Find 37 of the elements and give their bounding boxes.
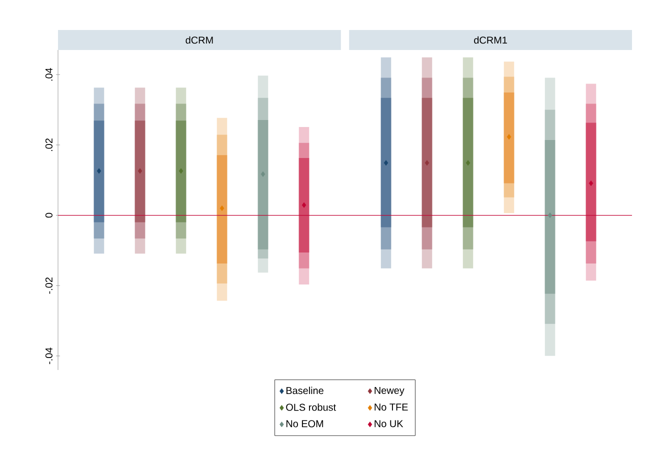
legend-label: Newey bbox=[374, 386, 404, 396]
point bbox=[96, 168, 102, 174]
bar bbox=[586, 122, 596, 242]
point bbox=[384, 160, 388, 166]
legend-label: OLS robust bbox=[286, 403, 336, 411]
bar bbox=[462, 98, 474, 228]
bar bbox=[134, 120, 146, 222]
bar bbox=[258, 120, 268, 250]
legend-label: No UK bbox=[374, 420, 404, 428]
bar bbox=[94, 120, 104, 222]
bar bbox=[298, 158, 310, 253]
point bbox=[424, 160, 430, 166]
legend-label: No EOM bbox=[286, 420, 324, 428]
point bbox=[466, 160, 470, 166]
legend-label: Baseline bbox=[286, 386, 324, 394]
point bbox=[548, 212, 552, 218]
point bbox=[220, 205, 224, 212]
bar bbox=[216, 155, 228, 264]
y-tick-label: -.04 bbox=[45, 348, 52, 364]
legend-label: No TFE bbox=[374, 404, 408, 411]
point bbox=[506, 134, 512, 140]
bar bbox=[544, 140, 556, 294]
text: dCRM bbox=[186, 36, 213, 44]
bar bbox=[176, 120, 186, 222]
bar bbox=[380, 98, 392, 228]
point bbox=[260, 171, 266, 177]
y-tick-label: 0 bbox=[45, 212, 52, 218]
y-tick-label: -.02 bbox=[45, 278, 52, 294]
point bbox=[178, 168, 184, 174]
text: dCRM1 bbox=[474, 36, 507, 44]
point bbox=[302, 202, 306, 208]
point bbox=[138, 168, 142, 174]
bar bbox=[422, 98, 432, 228]
point bbox=[588, 180, 594, 186]
bar bbox=[504, 92, 514, 184]
y-tick-label: .02 bbox=[45, 138, 52, 151]
y-tick-label: .04 bbox=[45, 68, 52, 81]
